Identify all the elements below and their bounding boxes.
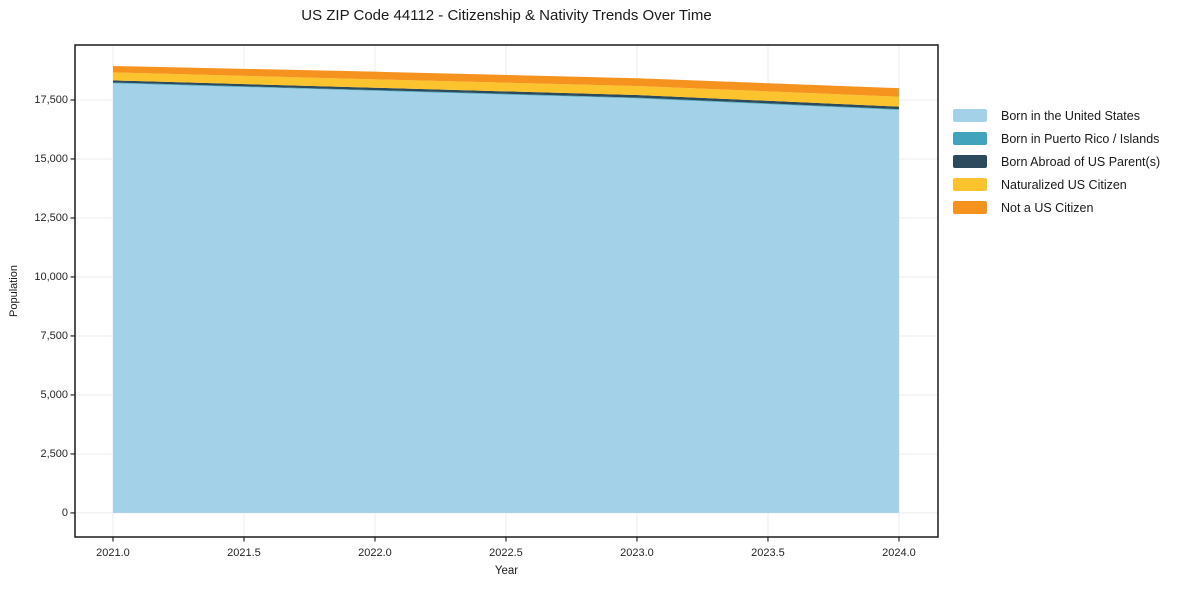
- y-tick-0: 0: [61, 506, 68, 519]
- x-tick-2024.0: 2024.0: [882, 547, 916, 559]
- legend-item-not-a-us-citizen: Not a US Citizen: [953, 196, 1160, 219]
- y-tick-5,000: 5,000: [40, 388, 68, 401]
- chart-title: US ZIP Code 44112 - Citizenship & Nativi…: [301, 7, 712, 24]
- legend-label-born-in-puerto-rico-islands: Born in Puerto Rico / Islands: [1001, 131, 1160, 146]
- legend-swatch-naturalized-us-citizen: [953, 178, 987, 191]
- x-tick-2023.0: 2023.0: [620, 547, 654, 559]
- area-not-a-us-citizen: [112, 66, 899, 97]
- area-born-abroad-of-us-parent-s: [112, 80, 899, 110]
- x-tick-2022.0: 2022.0: [358, 547, 392, 559]
- legend: Born in the United States Born in Puerto …: [953, 104, 1160, 219]
- legend-item-naturalized-us-citizen: Naturalized US Citizen: [953, 173, 1160, 196]
- legend-swatch-born-in-puerto-rico-islands: [953, 132, 987, 145]
- y-tick-10,000: 10,000: [34, 270, 68, 283]
- legend-swatch-not-a-us-citizen: [953, 201, 987, 214]
- area-born-in-the-united-states: [112, 83, 899, 513]
- legend-swatch-born-abroad-of-us-parent-s: [953, 155, 987, 168]
- y-tick-7,500: 7,500: [40, 329, 68, 342]
- legend-label-naturalized-us-citizen: Naturalized US Citizen: [1001, 177, 1127, 192]
- x-tick-2021.0: 2021.0: [96, 547, 130, 559]
- area-naturalized-us-citizen: [112, 72, 899, 107]
- x-axis-label: Year: [494, 565, 519, 577]
- legend-label-not-a-us-citizen: Not a US Citizen: [1001, 200, 1094, 215]
- y-tick-2,500: 2,500: [40, 447, 68, 460]
- y-tick-12,500: 12,500: [34, 211, 68, 224]
- area-born-in-puerto-rico-islands: [112, 82, 899, 110]
- plot-frame: [74, 44, 939, 538]
- legend-label-born-in-the-united-states: Born in the United States: [1001, 108, 1140, 123]
- legend-swatch-born-in-the-united-states: [953, 109, 987, 122]
- legend-item-born-in-the-united-states: Born in the United States: [953, 104, 1160, 127]
- y-tick-17,500: 17,500: [34, 93, 68, 106]
- legend-item-born-in-puerto-rico-islands: Born in Puerto Rico / Islands: [953, 127, 1160, 150]
- x-tick-2021.5: 2021.5: [227, 547, 261, 559]
- x-tick-2023.5: 2023.5: [751, 547, 785, 559]
- legend-label-born-abroad-of-us-parent-s: Born Abroad of US Parent(s): [1001, 154, 1161, 169]
- y-tick-15,000: 15,000: [34, 152, 68, 165]
- x-tick-2022.5: 2022.5: [489, 547, 523, 559]
- legend-item-born-abroad-of-us-parent-s: Born Abroad of US Parent(s): [953, 150, 1160, 173]
